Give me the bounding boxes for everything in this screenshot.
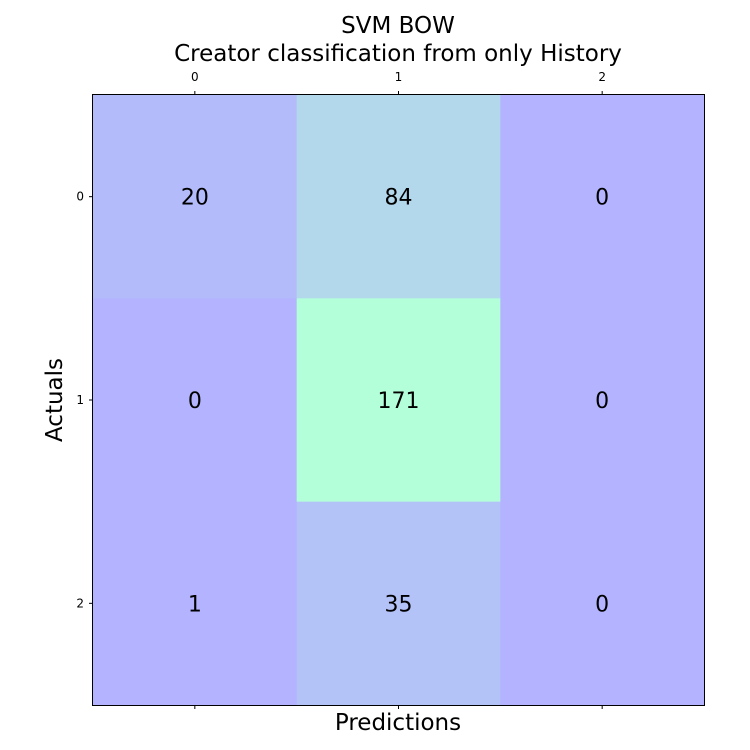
heatmap-cell-labels: 20 84 0 0 171 0 1 35 0	[181, 186, 609, 618]
x-tick-label: 1	[395, 70, 403, 84]
heatmap-cell	[296, 298, 501, 503]
heatmap-cell	[296, 95, 501, 299]
heatmap-cell	[500, 95, 705, 299]
y-tick-label: 0	[76, 190, 84, 204]
x-axis-label: Predictions	[335, 710, 461, 736]
heatmap-cell	[500, 501, 705, 706]
y-tick-label: 1	[76, 393, 84, 407]
heatmap-cell	[93, 501, 298, 706]
heatmap-cell-label: 0	[595, 389, 609, 414]
chart-title-line-1: SVM BOW	[341, 13, 455, 39]
x-tick-label: 0	[191, 70, 199, 84]
heatmap-cell	[93, 298, 298, 503]
heatmap-cell-label: 0	[595, 592, 609, 617]
x-tick-label: 2	[598, 70, 606, 84]
chart-title: SVM BOW Creator classification from only…	[174, 13, 622, 67]
y-tick-label: 2	[76, 596, 84, 610]
heatmap-cell	[93, 95, 298, 299]
heatmap-cell-label: 35	[385, 592, 413, 617]
heatmap-cell-label: 0	[188, 389, 202, 414]
heatmap-cells	[93, 95, 705, 706]
heatmap-cell-label: 0	[595, 186, 609, 211]
heatmap-cell	[296, 501, 501, 706]
x-axis-ticks: 0 1 2	[191, 70, 606, 709]
heatmap-cell-label: 84	[385, 186, 413, 211]
heatmap-cell-label: 171	[378, 389, 420, 414]
heatmap-cell	[500, 298, 705, 503]
y-axis-label: Actuals	[42, 358, 68, 442]
y-axis-ticks: 0 1 2	[76, 190, 93, 610]
heatmap-cell-label: 20	[181, 186, 209, 211]
heatmap-cell-label: 1	[188, 592, 202, 617]
chart-title-line-2: Creator classification from only History	[174, 41, 622, 67]
